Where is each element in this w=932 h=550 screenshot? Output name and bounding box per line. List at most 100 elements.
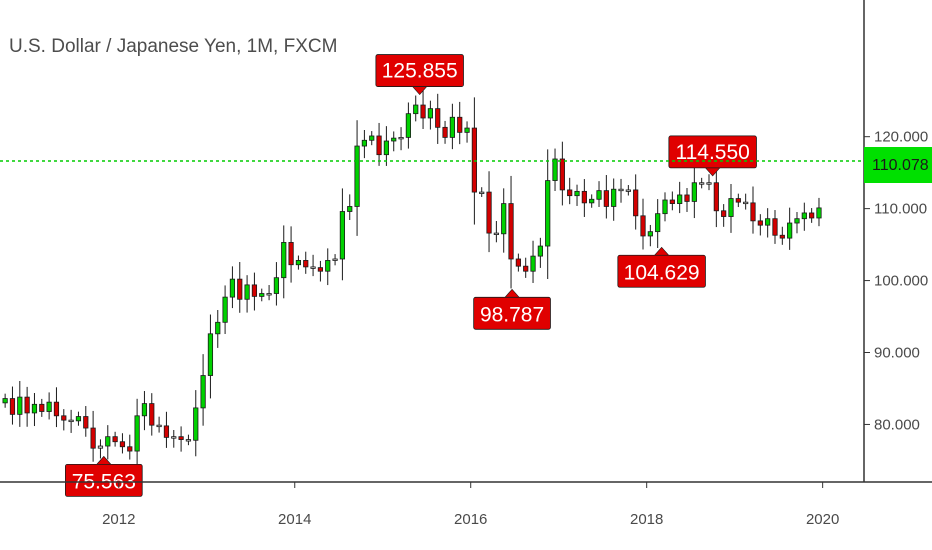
candlestick-series: [2, 90, 822, 472]
candle-body: [149, 403, 155, 426]
candle-body: [772, 218, 778, 236]
candle-body: [347, 206, 353, 212]
candle-body: [779, 234, 785, 239]
time-axis[interactable]: 2012 2014 2016 2018 2020: [102, 482, 839, 528]
candle-body: [295, 260, 302, 266]
candle-body: [713, 182, 719, 212]
candle-body: [237, 278, 243, 300]
candle-body: [735, 198, 741, 203]
candle-body: [354, 145, 360, 207]
price-tick-label: 90.000: [874, 345, 920, 362]
time-tick-label: 2012: [102, 511, 135, 528]
candle-body: [185, 439, 192, 442]
price-callout: 114.550: [668, 135, 757, 177]
candle-body: [479, 191, 485, 194]
time-tick-label: 2014: [278, 511, 311, 528]
candle-body: [376, 135, 382, 156]
candle-body: [464, 127, 470, 133]
candle-body: [662, 199, 668, 215]
candle-body: [222, 296, 228, 323]
candle-body: [229, 278, 236, 298]
candle-body: [46, 401, 52, 412]
price-callout: 125.855: [375, 54, 464, 96]
candle-body: [178, 436, 184, 440]
price-callout: 75.563: [65, 455, 143, 497]
candle-body: [413, 104, 419, 115]
candle-body: [398, 137, 404, 140]
candle-body: [508, 203, 514, 260]
candle-body: [127, 446, 133, 452]
price-tick-label: 110.000: [874, 201, 927, 218]
candle-body: [530, 255, 536, 272]
price-tick-label: 100.000: [874, 273, 928, 290]
candle-body: [134, 415, 140, 452]
candle-body: [97, 445, 104, 449]
candle-body: [112, 436, 118, 443]
candle-body: [266, 293, 272, 296]
candle-body: [427, 108, 433, 119]
candle-body: [677, 194, 683, 204]
candle-body: [332, 258, 338, 261]
candle-body: [486, 191, 492, 234]
candle-body: [303, 260, 309, 268]
candle-body: [449, 116, 455, 138]
candle-body: [794, 218, 800, 224]
candle-body: [552, 158, 558, 181]
candle-body: [325, 260, 331, 272]
candle-body: [281, 242, 287, 279]
candle-body: [420, 104, 426, 119]
last-price-badge: 110.078: [864, 147, 932, 183]
candle-body: [171, 436, 177, 439]
candle-body: [259, 293, 265, 297]
chart-title: U.S. Dollar / Japanese Yen, 1M, FXCM: [9, 36, 337, 57]
candle-body: [669, 199, 675, 204]
candle-body: [787, 222, 793, 239]
candle-body: [559, 158, 565, 191]
candle-body: [699, 182, 705, 185]
candle-body: [156, 424, 162, 428]
candle-body: [383, 140, 389, 156]
callout-box: [617, 254, 706, 288]
candle-body: [75, 416, 82, 422]
candle-body: [207, 333, 214, 376]
candle-body: [9, 398, 16, 415]
candle-body: [339, 211, 346, 260]
candle-body: [647, 231, 653, 237]
candle-body: [310, 266, 316, 269]
candle-body: [684, 194, 690, 202]
candle-body: [721, 210, 727, 217]
candle-body: [105, 436, 111, 447]
price-tick-label: 120.000: [874, 129, 928, 146]
candle-body: [61, 415, 67, 421]
candle-body: [515, 258, 521, 267]
callout-box: [473, 296, 551, 330]
candle-body: [603, 190, 609, 207]
candle-body: [691, 182, 697, 202]
callout-label: 98.787: [480, 303, 544, 326]
candle-body: [611, 188, 617, 207]
candle-body: [24, 396, 30, 414]
candle-body: [2, 398, 8, 404]
callout-label: 114.550: [675, 141, 749, 164]
candle-body: [801, 212, 807, 220]
candle-body: [618, 188, 624, 192]
candle-body: [141, 403, 148, 417]
candle-body: [728, 198, 734, 217]
last-price-label: 110.078: [872, 157, 929, 174]
callout-box: [65, 463, 143, 497]
candle-body: [193, 407, 199, 441]
price-tick-label: 80.000: [874, 416, 920, 433]
price-axis[interactable]: 80.000 90.000 100.000 110.000 120.000: [864, 129, 928, 434]
price-callout: 104.629: [617, 246, 706, 288]
candle-body: [493, 232, 499, 235]
callout-label: 125.855: [382, 60, 458, 83]
candle-body: [471, 127, 477, 193]
candle-body: [765, 218, 771, 226]
candle-body: [523, 265, 529, 272]
candle-body: [816, 207, 822, 219]
candle-body: [31, 403, 38, 414]
candle-body: [90, 427, 96, 449]
candle-body: [273, 277, 280, 294]
candle-body: [581, 190, 587, 204]
